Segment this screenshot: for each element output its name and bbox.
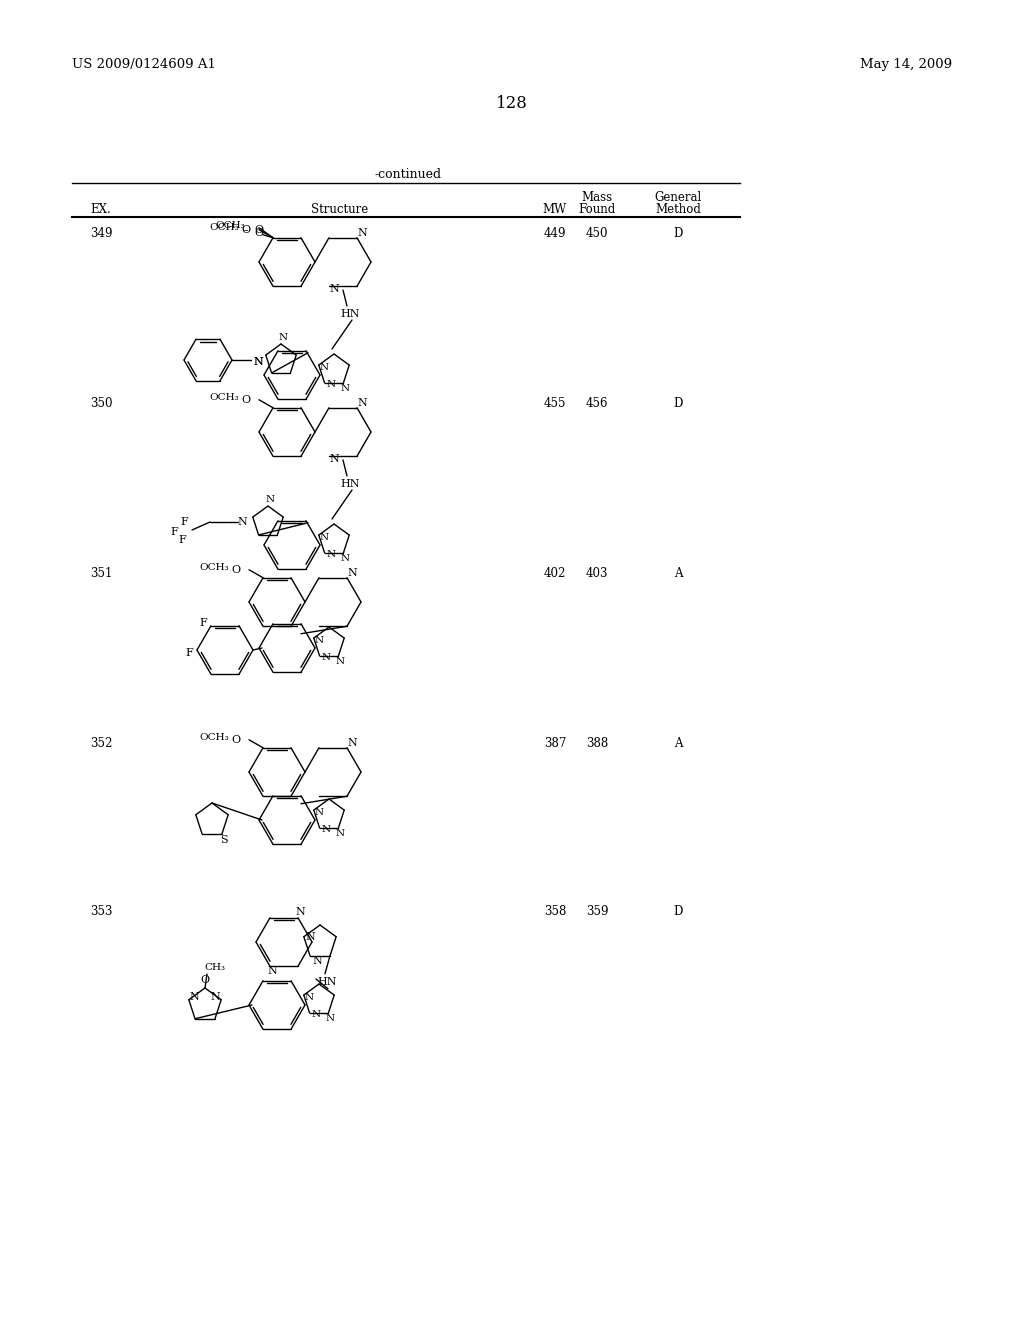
Text: Mass: Mass (582, 191, 612, 205)
Text: O: O (201, 975, 210, 985)
Text: F: F (178, 535, 186, 545)
Text: 450: 450 (586, 227, 608, 240)
Text: O: O (254, 224, 263, 235)
Text: 353: 353 (90, 906, 113, 917)
Text: Method: Method (655, 203, 701, 216)
Text: A: A (674, 568, 682, 579)
Text: OCH₃: OCH₃ (215, 222, 245, 230)
Text: N: N (326, 380, 335, 389)
Text: D: D (674, 397, 683, 411)
Text: N: N (341, 384, 350, 393)
Text: D: D (674, 906, 683, 917)
Text: N: N (341, 554, 350, 564)
Text: N: N (347, 568, 357, 578)
Text: 128: 128 (496, 95, 528, 112)
Text: 359: 359 (586, 906, 608, 917)
Text: D: D (674, 227, 683, 240)
Text: HN: HN (340, 309, 359, 319)
Text: N: N (326, 550, 335, 560)
Text: O: O (231, 565, 241, 574)
Text: N: N (322, 653, 330, 663)
Text: OCH₃: OCH₃ (200, 733, 229, 742)
Text: HN: HN (317, 977, 337, 987)
Text: N: N (304, 993, 313, 1002)
Text: N: N (253, 356, 263, 367)
Text: N: N (357, 397, 367, 408)
Text: 449: 449 (544, 227, 566, 240)
Text: O: O (242, 224, 251, 235)
Text: 388: 388 (586, 737, 608, 750)
Text: N: N (267, 966, 276, 977)
Text: N: N (265, 495, 274, 504)
Text: -continued: -continued (375, 168, 441, 181)
Text: N: N (238, 517, 247, 527)
Text: 349: 349 (90, 227, 113, 240)
Text: N: N (190, 991, 200, 1002)
Text: MW: MW (543, 203, 567, 216)
Text: O: O (231, 735, 241, 744)
Text: 455: 455 (544, 397, 566, 411)
Text: N: N (326, 1015, 335, 1023)
Text: 351: 351 (90, 568, 113, 579)
Text: May 14, 2009: May 14, 2009 (860, 58, 952, 71)
Text: F: F (199, 618, 207, 628)
Text: N: N (319, 363, 329, 371)
Text: N: N (314, 808, 324, 817)
Text: A: A (674, 737, 682, 750)
Text: OCH₃: OCH₃ (200, 564, 229, 573)
Text: N: N (295, 907, 305, 917)
Text: N: N (253, 356, 263, 367)
Text: 403: 403 (586, 568, 608, 579)
Text: N: N (336, 657, 345, 667)
Text: N: N (357, 228, 367, 238)
Text: S: S (220, 834, 227, 845)
Text: F: F (170, 527, 178, 537)
Text: Structure: Structure (311, 203, 369, 216)
Text: EX.: EX. (90, 203, 111, 216)
Text: N: N (336, 829, 345, 838)
Text: 350: 350 (90, 397, 113, 411)
Text: N: N (306, 932, 315, 941)
Text: N: N (312, 956, 322, 966)
Text: N: N (329, 284, 339, 294)
Text: F: F (185, 648, 193, 657)
Text: 352: 352 (90, 737, 113, 750)
Text: CH₃: CH₃ (205, 964, 225, 973)
Text: N: N (314, 635, 324, 644)
Text: N: N (311, 1010, 321, 1019)
Text: N: N (279, 334, 288, 342)
Text: N: N (319, 532, 329, 541)
Text: HN: HN (340, 479, 359, 488)
Text: –: – (243, 224, 248, 235)
Text: OCH₃: OCH₃ (209, 223, 239, 232)
Text: 402: 402 (544, 568, 566, 579)
Text: 358: 358 (544, 906, 566, 917)
Text: 387: 387 (544, 737, 566, 750)
Text: N: N (347, 738, 357, 747)
Text: OCH₃: OCH₃ (209, 393, 239, 403)
Text: N: N (322, 825, 330, 834)
Text: General: General (654, 191, 701, 205)
Text: O: O (242, 395, 251, 405)
Text: 456: 456 (586, 397, 608, 411)
Text: O: O (254, 228, 263, 238)
Text: US 2009/0124609 A1: US 2009/0124609 A1 (72, 58, 216, 71)
Text: F: F (180, 517, 187, 527)
Text: N: N (329, 454, 339, 465)
Text: N: N (210, 991, 220, 1002)
Text: Found: Found (579, 203, 615, 216)
